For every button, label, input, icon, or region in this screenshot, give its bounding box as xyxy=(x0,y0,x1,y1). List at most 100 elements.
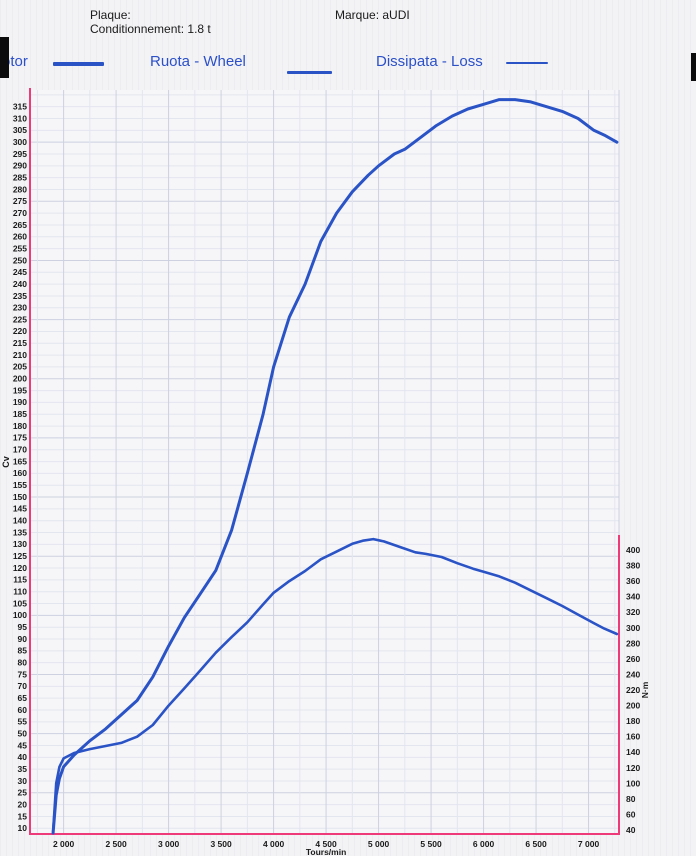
left-axis-tick-label: 75 xyxy=(18,669,28,679)
right-axis-tick-label: 160 xyxy=(626,732,640,742)
left-axis-tick-label: 170 xyxy=(13,445,27,455)
right-axis-tick-label: 360 xyxy=(626,576,640,586)
motor-line-swatch xyxy=(53,62,104,66)
left-axis-tick-label: 35 xyxy=(18,764,28,774)
left-axis-tick-label: 240 xyxy=(13,279,27,289)
x-axis-title: Tours/min xyxy=(306,847,346,856)
x-axis-tick-label: 6 500 xyxy=(525,839,547,849)
left-axis-tick-label: 245 xyxy=(13,267,27,277)
left-axis-title: Cv xyxy=(1,456,11,468)
left-axis-tick-label: 180 xyxy=(13,421,27,431)
left-axis-tick-label: 175 xyxy=(13,433,27,443)
x-axis-tick-label: 3 500 xyxy=(210,839,232,849)
marque-label: Marque: aUDI xyxy=(335,8,410,22)
right-axis-tick-label: 320 xyxy=(626,607,640,617)
left-axis-tick-label: 295 xyxy=(13,149,27,159)
left-axis-tick-label: 120 xyxy=(13,563,27,573)
left-axis-tick-label: 70 xyxy=(18,681,28,691)
wheel-line-swatch xyxy=(287,71,332,74)
left-axis-tick-label: 250 xyxy=(13,255,27,265)
plaque-label: Plaque: xyxy=(90,8,131,22)
left-axis-tick-label: 45 xyxy=(18,740,28,750)
left-axis-tick-label: 105 xyxy=(13,598,27,608)
left-axis-tick-label: 235 xyxy=(13,291,27,301)
left-axis-tick-label: 260 xyxy=(13,232,27,242)
left-axis-tick-label: 15 xyxy=(18,811,28,821)
left-axis-tick-label: 275 xyxy=(13,196,27,206)
right-axis-tick-label: 180 xyxy=(626,716,640,726)
x-axis-tick-label: 2 000 xyxy=(53,839,75,849)
conditionnement-label: Conditionnement: 1.8 t xyxy=(90,22,211,36)
left-axis-tick-label: 90 xyxy=(18,634,28,644)
left-axis-tick-label: 20 xyxy=(18,799,28,809)
left-axis-tick-label: 95 xyxy=(18,622,28,632)
left-axis-tick-label: 305 xyxy=(13,125,27,135)
left-axis-tick-label: 300 xyxy=(13,137,27,147)
left-axis-tick-label: 165 xyxy=(13,456,27,466)
left-axis-tick-label: 110 xyxy=(13,587,27,597)
left-axis-tick-label: 315 xyxy=(13,101,27,111)
right-axis-tick-label: 400 xyxy=(626,545,640,555)
x-axis-tick-label: 3 000 xyxy=(158,839,180,849)
left-axis-tick-label: 265 xyxy=(13,220,27,230)
right-axis-tick-label: 60 xyxy=(626,809,636,819)
right-axis-tick-label: 80 xyxy=(626,794,636,804)
right-axis-tick-label: 260 xyxy=(626,654,640,664)
left-axis-tick-label: 50 xyxy=(18,728,28,738)
left-axis-tick-label: 140 xyxy=(13,516,27,526)
right-axis-tick-label: 380 xyxy=(626,561,640,571)
left-axis-tick-label: 200 xyxy=(13,374,27,384)
right-axis-tick-label: 220 xyxy=(626,685,640,695)
curve-power_cv xyxy=(51,98,619,835)
left-axis-tick-label: 255 xyxy=(13,243,27,253)
left-axis-tick-label: 270 xyxy=(13,208,27,218)
left-axis-tick-label: 215 xyxy=(13,338,27,348)
left-axis-tick-label: 100 xyxy=(13,610,27,620)
left-axis-tick-label: 285 xyxy=(13,172,27,182)
right-axis-tick-label: 300 xyxy=(626,623,640,633)
right-axis-tick-label: 240 xyxy=(626,669,640,679)
legend-loss-label: Dissipata - Loss xyxy=(376,53,483,70)
left-axis-tick-label: 225 xyxy=(13,314,27,324)
right-axis-tick-label: 140 xyxy=(626,747,640,757)
right-axis-tick-label: 200 xyxy=(626,701,640,711)
x-axis-tick-label: 4 000 xyxy=(263,839,285,849)
x-axis-tick-label: 4 500 xyxy=(315,839,337,849)
x-axis-tick-label: 5 000 xyxy=(368,839,390,849)
left-axis-tick-label: 185 xyxy=(13,409,27,419)
left-axis-tick-label: 290 xyxy=(13,161,27,171)
x-axis-tick-label: 7 000 xyxy=(578,839,600,849)
loss-line-swatch xyxy=(506,62,548,64)
right-axis-tick-label: 280 xyxy=(626,638,640,648)
left-axis-tick-label: 60 xyxy=(18,705,28,715)
left-axis-tick-label: 210 xyxy=(13,350,27,360)
left-axis-tick-label: 155 xyxy=(13,480,27,490)
left-axis-tick-label: 40 xyxy=(18,752,28,762)
left-axis-tick-label: 135 xyxy=(13,527,27,537)
left-axis-tick-label: 80 xyxy=(18,657,28,667)
right-axis-tick-label: 40 xyxy=(626,825,636,835)
curve-torque_nm xyxy=(51,537,619,833)
left-axis-tick-label: 190 xyxy=(13,397,27,407)
left-axis-tick-label: 125 xyxy=(13,551,27,561)
left-axis-tick-label: 10 xyxy=(18,823,28,833)
left-axis-tick-label: 115 xyxy=(13,575,27,585)
right-axis-tick-label: 120 xyxy=(626,763,640,773)
legend-wheel-label: Ruota - Wheel xyxy=(150,53,246,70)
left-axis-tick-label: 205 xyxy=(13,362,27,372)
x-axis-tick-label: 6 000 xyxy=(473,839,495,849)
left-axis-tick-label: 55 xyxy=(18,717,28,727)
left-axis-tick-label: 65 xyxy=(18,693,28,703)
right-axis-tick-label: 100 xyxy=(626,778,640,788)
x-axis-tick-label: 5 500 xyxy=(420,839,442,849)
scan-artifact-right-bar xyxy=(691,53,696,81)
left-axis-tick-label: 230 xyxy=(13,303,27,313)
left-axis-tick-label: 220 xyxy=(13,326,27,336)
left-axis-tick-label: 85 xyxy=(18,646,28,656)
left-axis-tick-label: 25 xyxy=(18,788,28,798)
left-axis-tick-label: 310 xyxy=(13,113,27,123)
left-axis-tick-label: 150 xyxy=(13,492,27,502)
left-axis-tick-label: 280 xyxy=(13,184,27,194)
left-axis-tick-label: 145 xyxy=(13,504,27,514)
